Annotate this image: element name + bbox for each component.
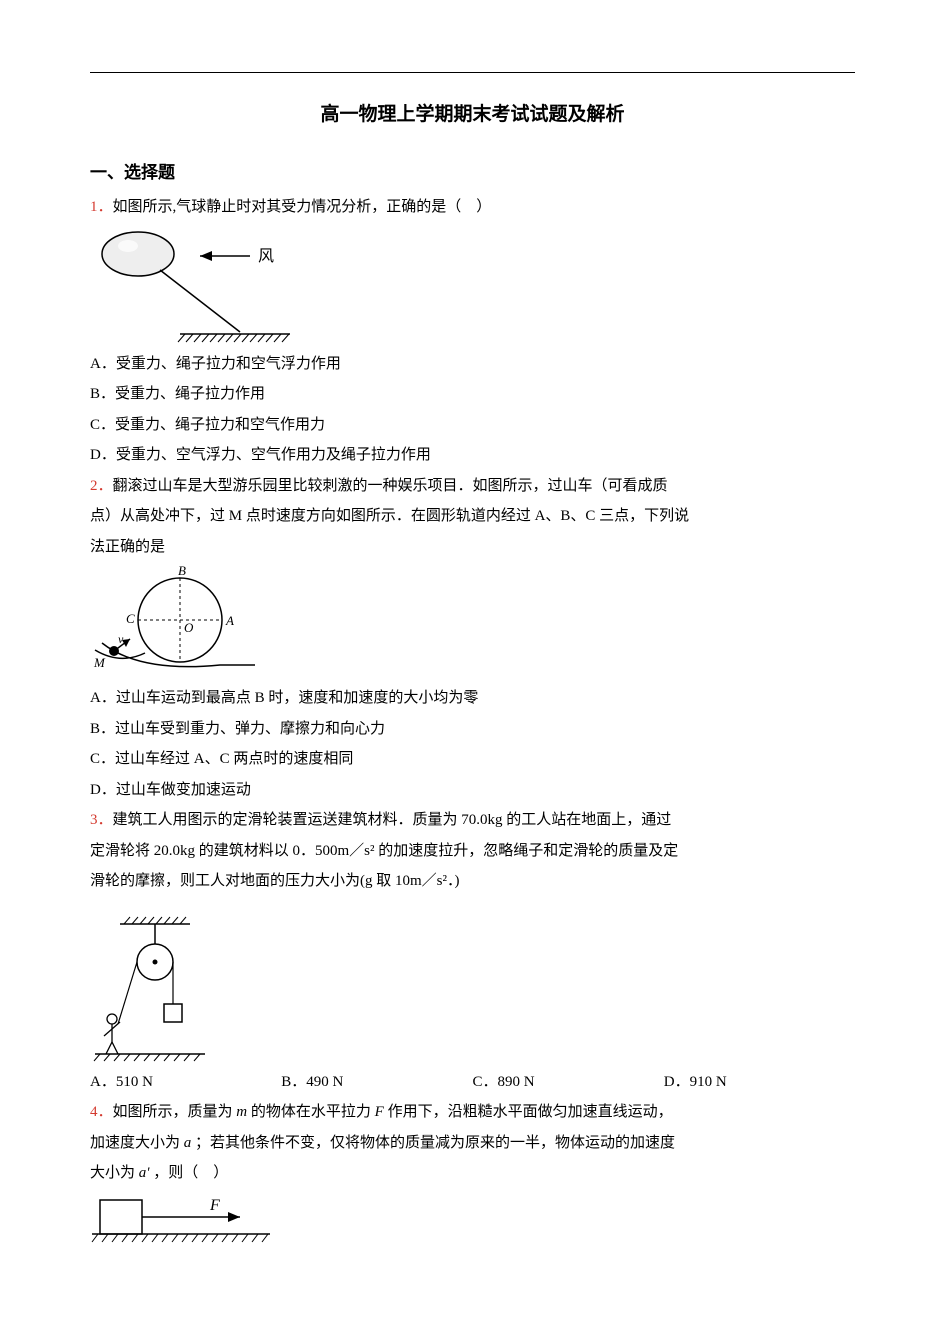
svg-text:v: v	[118, 632, 124, 646]
q1-stem: 1．如图所示,气球静止时对其受力情况分析，正确的是（ ）	[90, 193, 855, 222]
q3-line3: 滑轮的摩擦，则工人对地面的压力大小为(g 取 10m／s²．)	[90, 867, 855, 896]
q3-line2: 定滑轮将 20.0kg 的建筑材料以 0．500m／s² 的加速度拉升，忽略绳子…	[90, 837, 855, 866]
q3-optD: D．910 N	[664, 1068, 855, 1097]
q1-optB: B．受重力、绳子拉力作用	[90, 380, 855, 409]
q2-optD: D．过山车做变加速运动	[90, 776, 855, 805]
q1-figure: 风	[90, 226, 855, 346]
q4-line2: 加速度大小为 a ；若其他条件不变，仅将物体的质量减为原来的一半，物体运动的加速…	[90, 1129, 855, 1158]
q3-options: A．510 N B．490 N C．890 N D．910 N	[90, 1068, 855, 1097]
q3-number: 3．	[90, 812, 113, 828]
q3-optB: B．490 N	[281, 1068, 472, 1097]
q1-optC: C．受重力、绳子拉力和空气作用力	[90, 411, 855, 440]
q3-figure	[90, 914, 855, 1064]
q3-optA: A．510 N	[90, 1068, 281, 1097]
q2-figure: B A C O M v	[90, 565, 855, 680]
q2-text-a: 翻滚过山车是大型游乐园里比较刺激的一种娱乐项目．如图所示，过山车（可看成质	[113, 478, 668, 494]
svg-text:A: A	[225, 613, 234, 628]
q2-optC: C．过山车经过 A、C 两点时的速度相同	[90, 745, 855, 774]
q1-number: 1．	[90, 199, 113, 215]
q2-optB: B．过山车受到重力、弹力、摩擦力和向心力	[90, 715, 855, 744]
q4-number: 4．	[90, 1104, 113, 1120]
q3-text-a: 建筑工人用图示的定滑轮装置运送建筑材料．质量为 70.0kg 的工人站在地面上，…	[113, 812, 672, 828]
q2-number: 2．	[90, 478, 113, 494]
q2-line1: 2．翻滚过山车是大型游乐园里比较刺激的一种娱乐项目．如图所示，过山车（可看成质	[90, 472, 855, 501]
svg-text:F: F	[209, 1197, 220, 1214]
q1-optA: A．受重力、绳子拉力和空气浮力作用	[90, 350, 855, 379]
top-rule	[90, 72, 855, 73]
q4-line3: 大小为 a' ，则（ ）	[90, 1159, 855, 1188]
q4-line1: 4．如图所示，质量为 m 的物体在水平拉力 F 作用下，沿粗糙水平面做匀加速直线…	[90, 1098, 855, 1127]
page-title: 高一物理上学期期末考试试题及解析	[90, 97, 855, 133]
q1-text: 如图所示,气球静止时对其受力情况分析，正确的是（ ）	[113, 199, 492, 215]
svg-text:B: B	[178, 565, 186, 578]
svg-text:C: C	[126, 611, 135, 626]
svg-text:M: M	[93, 655, 106, 670]
q3-optC: C．890 N	[473, 1068, 664, 1097]
q1-optD: D．受重力、空气浮力、空气作用力及绳子拉力作用	[90, 441, 855, 470]
q2-optA: A．过山车运动到最高点 B 时，速度和加速度的大小均为零	[90, 684, 855, 713]
wind-label: 风	[258, 248, 274, 265]
svg-text:O: O	[184, 620, 194, 635]
section-heading: 一、选择题	[90, 157, 855, 189]
q2-line3: 法正确的是	[90, 533, 855, 562]
q2-line2: 点）从高处冲下，过 M 点时速度方向如图所示．在圆形轨道内经过 A、B、C 三点…	[90, 502, 855, 531]
q3-line1: 3．建筑工人用图示的定滑轮装置运送建筑材料．质量为 70.0kg 的工人站在地面…	[90, 806, 855, 835]
q4-figure: F	[90, 1192, 855, 1252]
